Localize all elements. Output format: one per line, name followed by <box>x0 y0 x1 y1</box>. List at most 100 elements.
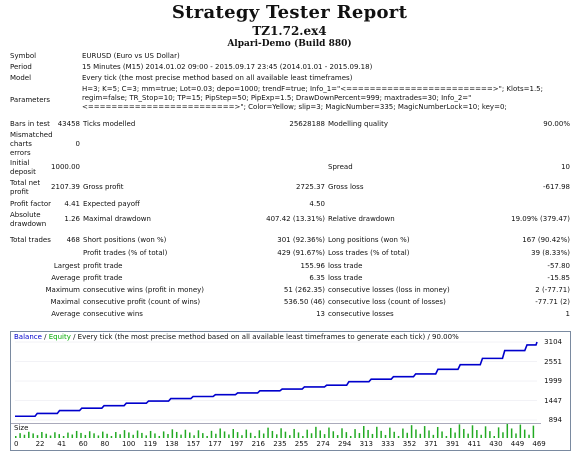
mismatch-row: Mismatched charts errors 0 <box>10 131 572 159</box>
x-tick-label: 352 <box>402 440 417 448</box>
maximal-label: Maximal <box>50 298 80 306</box>
size-bar <box>215 433 217 438</box>
size-bar <box>345 432 348 438</box>
mismatch-value: 0 <box>75 140 80 148</box>
size-bar <box>323 434 326 438</box>
model-label: Model <box>10 74 32 82</box>
x-tick-label: 391 <box>446 440 460 448</box>
size-bar <box>380 430 382 438</box>
parameters-label: Parameters <box>10 96 51 104</box>
parameters-value: H=3; K=5; C=3; mm=true; Lot=0.03; depo=1… <box>82 85 543 111</box>
ticks-label: Ticks modelled <box>83 120 136 128</box>
size-bar <box>428 430 430 438</box>
size-panel <box>11 423 541 439</box>
mismatch-label: Mismatched charts errors <box>10 131 53 157</box>
size-bar <box>175 431 178 438</box>
size-bar <box>397 436 400 438</box>
size-bar <box>49 435 52 438</box>
balance-chart: Balance / Equity / Every tick (the most … <box>10 331 571 451</box>
max-consecutive-profit-label: consecutive profit (count of wins) <box>83 298 201 306</box>
size-bar <box>232 429 234 438</box>
size-bar <box>402 428 404 438</box>
largest-profit-value: 155.96 <box>300 262 326 270</box>
symbol-value: EURUSD (Euro vs US Dollar) <box>82 52 180 60</box>
size-bar <box>476 430 478 438</box>
size-bar <box>154 433 156 438</box>
profit-trades-label: Profit trades (% of total) <box>83 249 168 257</box>
size-bar <box>458 424 461 438</box>
size-bar <box>15 436 17 438</box>
size-bar <box>515 433 517 438</box>
size-bar <box>62 436 65 438</box>
deposit-row: Initial deposit 1000.00 Spread 10 <box>10 159 572 179</box>
size-bar <box>54 432 56 438</box>
profit-factor-row: Profit factor 4.41 Expected payoff 4.50 <box>10 199 572 211</box>
size-bar <box>236 432 239 438</box>
size-bar <box>506 423 509 438</box>
average-consecutive-row: Average consecutive wins 13 consecutive … <box>10 309 572 321</box>
x-tick-label: 177 <box>208 440 222 448</box>
size-bar <box>293 428 295 438</box>
x-tick-label: 0 <box>14 440 19 448</box>
size-bar <box>315 426 317 438</box>
size-bar <box>106 433 108 438</box>
size-bar <box>302 436 304 438</box>
size-bar <box>289 435 291 438</box>
largest-profit-label: profit trade <box>83 262 123 270</box>
legend-description: / Every tick (the most precise method ba… <box>70 333 459 341</box>
x-tick-label: 41 <box>57 440 67 448</box>
size-bar <box>189 432 191 438</box>
size-bar <box>271 430 274 438</box>
y-tick-label: 3104 <box>544 338 562 346</box>
size-bar <box>423 426 426 438</box>
size-bar <box>145 435 147 438</box>
period-value: 15 Minutes (M15) 2014.01.02 09:00 - 2015… <box>82 63 373 71</box>
size-bar <box>419 433 422 438</box>
largest-loss-value: -57.80 <box>547 262 570 270</box>
symbol-row: Symbol EURUSD (Euro vs US Dollar) <box>10 52 572 63</box>
average2-label: Average <box>51 310 80 318</box>
gross-loss-label: Gross loss <box>328 183 364 191</box>
max-consecutive-loss-label: consecutive loss (count of losses) <box>328 298 446 306</box>
max-consecutive-losses-value: 2 (-77.71) <box>535 286 570 294</box>
size-bar <box>71 434 74 438</box>
x-tick-label: 157 <box>186 440 201 448</box>
period-label: Period <box>10 63 32 71</box>
size-bar <box>276 434 278 438</box>
size-bar <box>371 433 374 438</box>
size-bar <box>149 430 152 438</box>
size-bar <box>58 434 60 438</box>
max-consecutive-losses-label: consecutive losses (loss in money) <box>328 286 450 294</box>
size-bar <box>158 436 161 438</box>
legend-equity: Equity <box>48 333 71 341</box>
bars-label: Bars in test <box>10 120 50 128</box>
gross-profit-label: Gross profit <box>83 183 124 191</box>
size-bar <box>223 431 226 438</box>
relative-drawdown-value: 19.09% (379.47) <box>511 215 570 223</box>
size-bar <box>128 432 130 438</box>
x-tick-label: 274 <box>316 440 330 448</box>
size-bar <box>67 432 69 438</box>
size-bar <box>132 434 134 438</box>
size-bar <box>493 436 495 438</box>
profit-factor-label: Profit factor <box>10 200 51 208</box>
size-bar <box>80 432 82 438</box>
size-bar <box>93 433 95 438</box>
size-bar <box>97 435 100 438</box>
size-bar <box>193 435 195 438</box>
size-bar <box>363 426 365 438</box>
loss-trades-value: 39 (8.33%) <box>531 249 570 257</box>
maximal-drawdown-value: 407.42 (13.31%) <box>266 215 325 223</box>
average-profit-value: 6.35 <box>309 274 325 282</box>
size-bar <box>415 429 417 438</box>
profit-factor-value: 4.41 <box>64 200 80 208</box>
short-positions-label: Short positions (won %) <box>83 236 167 244</box>
expected-payoff-value: 4.50 <box>309 200 325 208</box>
size-bar <box>410 425 413 438</box>
size-bar <box>497 427 500 438</box>
short-positions-value: 301 (92.36%) <box>277 236 325 244</box>
maximum-label: Maximum <box>45 286 81 294</box>
size-bar <box>310 433 313 438</box>
size-bar <box>136 430 139 438</box>
size-bar <box>332 431 335 438</box>
